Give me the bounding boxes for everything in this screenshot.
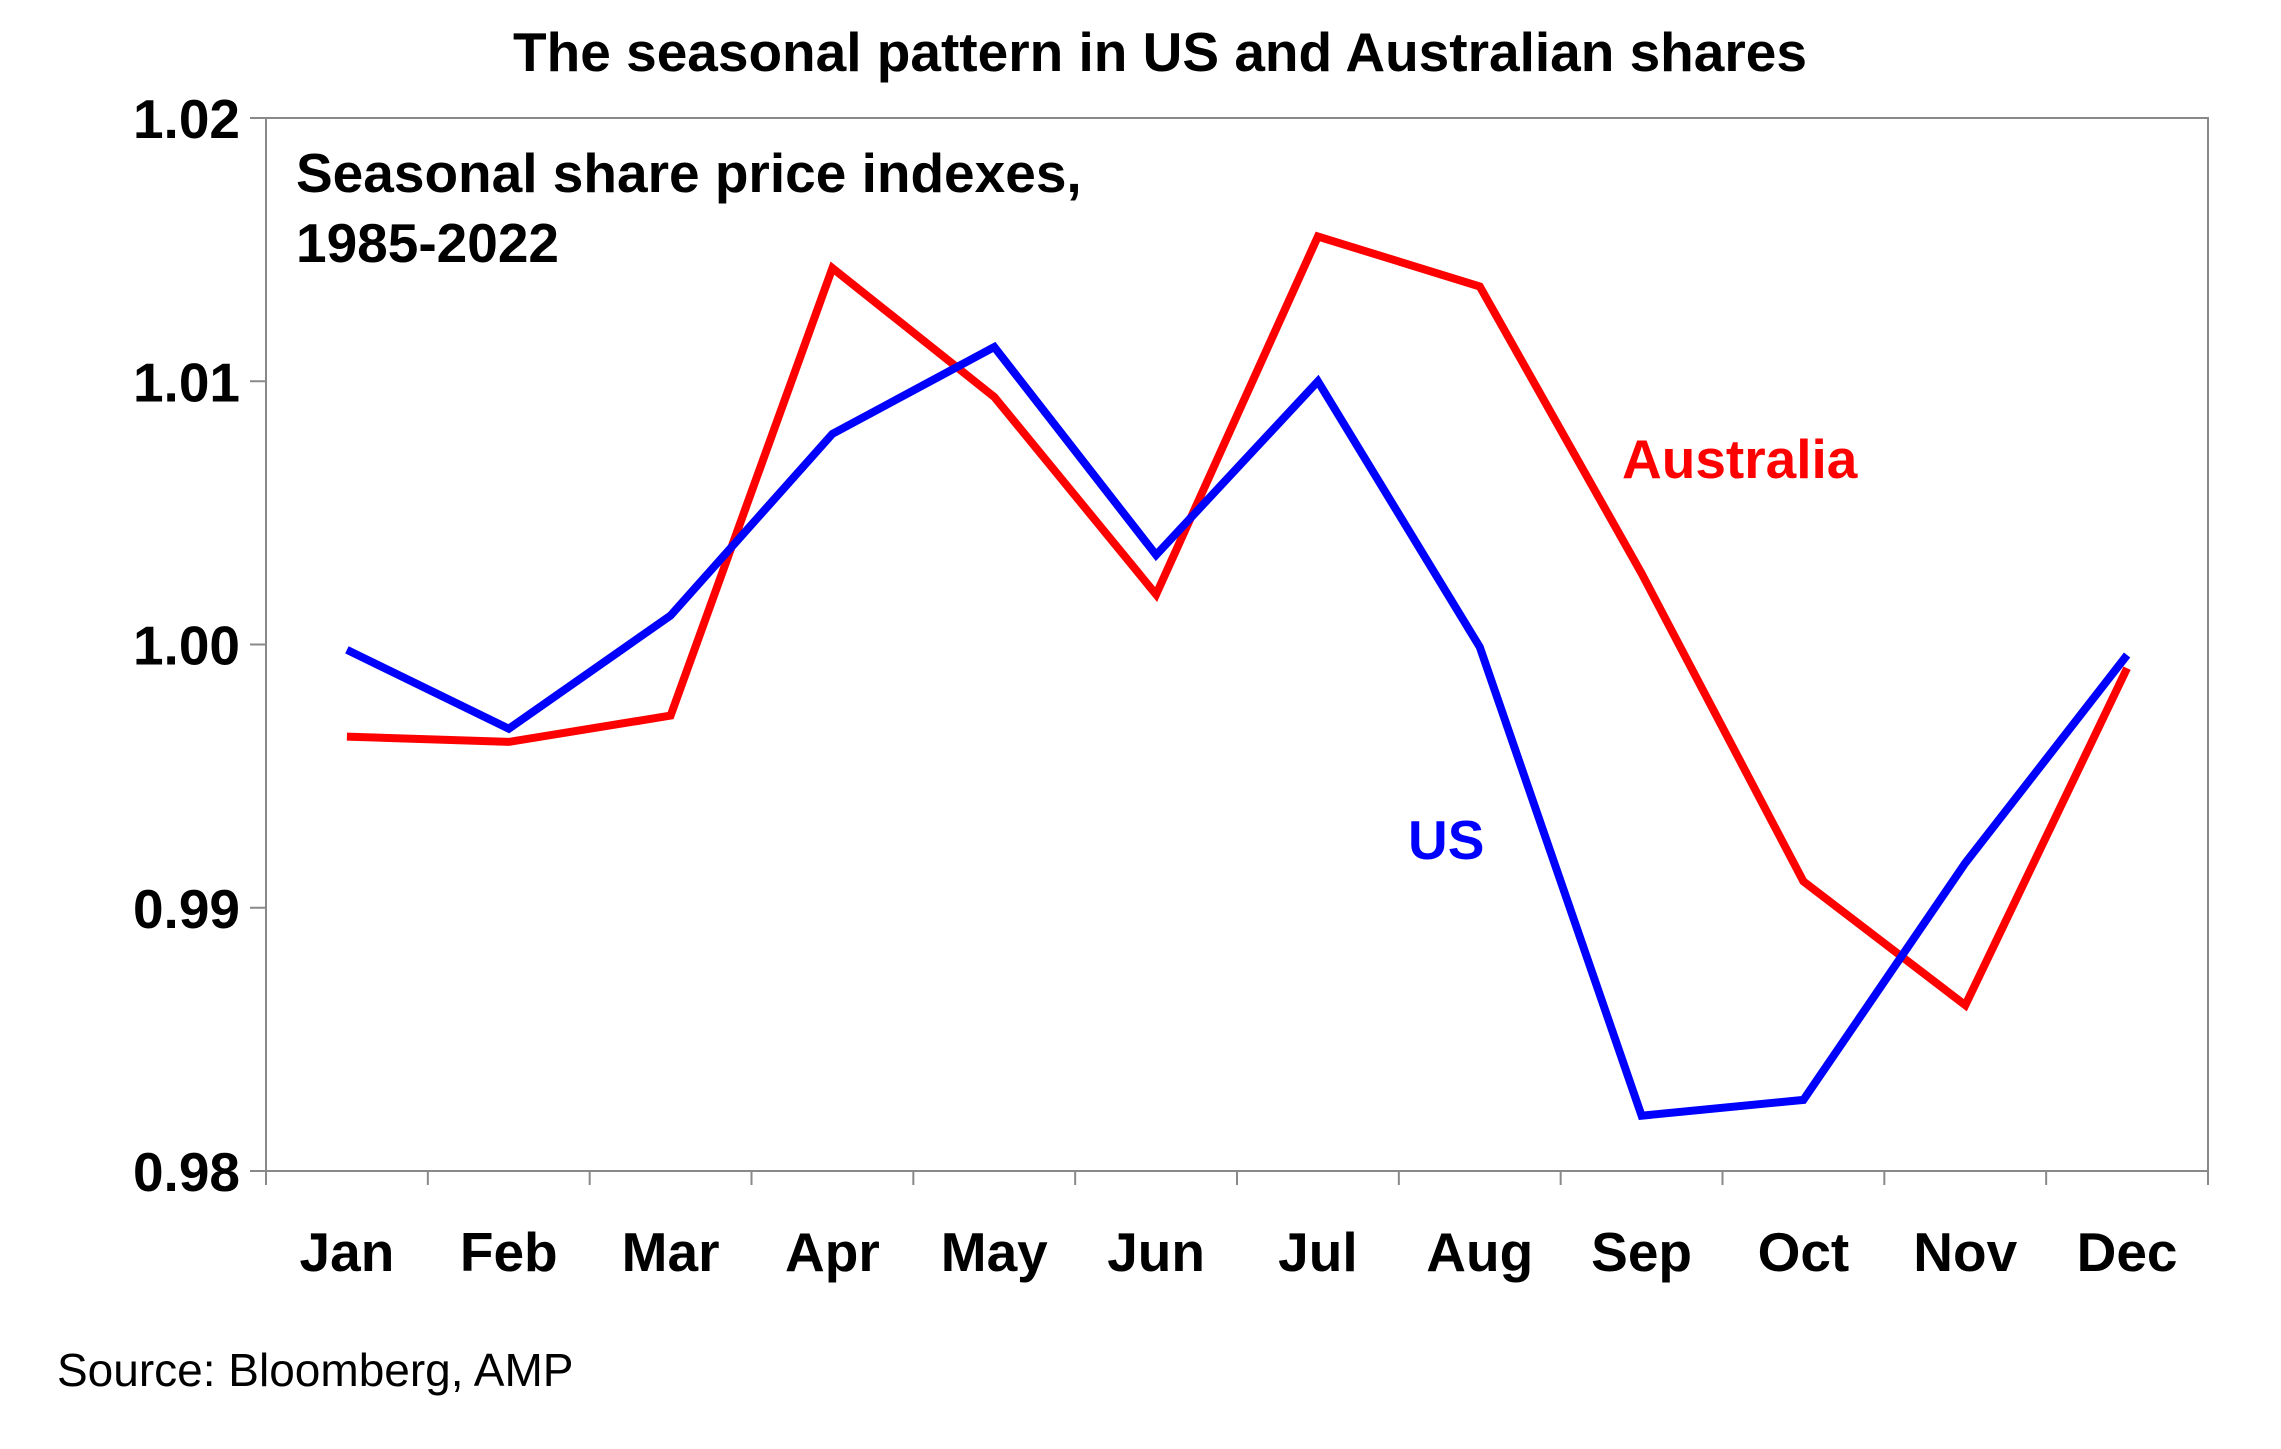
y-tick-label: 0.99 [133, 878, 240, 940]
y-tick-label: 1.02 [133, 88, 240, 150]
chart-subtitle-line-1: Seasonal share price indexes, [296, 142, 1082, 204]
series-label-us: US [1408, 809, 1484, 871]
y-tick-label: 0.98 [133, 1141, 240, 1203]
chart-title: The seasonal pattern in US and Australia… [513, 21, 1807, 83]
x-tick-label: Oct [1758, 1221, 1850, 1283]
series-line-us [345, 341, 2131, 1120]
x-tick-label: Jun [1107, 1221, 1205, 1283]
x-tick-label: May [941, 1221, 1048, 1283]
x-tick-label: Jul [1278, 1221, 1357, 1283]
x-tick-label: Dec [2077, 1221, 2178, 1283]
x-tick-label: Sep [1591, 1221, 1692, 1283]
x-tick-label: Feb [460, 1221, 558, 1283]
chart-subtitle-line-2: 1985-2022 [296, 212, 559, 274]
x-tick-label: Nov [1913, 1221, 2017, 1283]
series-line-australia [346, 231, 2131, 1012]
x-axis: Jan Feb Mar Apr May Jun Jul Aug Sep Oct Nov Dec [265, 1171, 2209, 1283]
series-label-australia: Australia [1622, 428, 1858, 490]
source-note: Source: Bloomberg, AMP [57, 1344, 573, 1396]
x-tick-label: Apr [785, 1221, 880, 1283]
y-axis: 0.98 0.99 1.00 1.01 1.02 [133, 88, 266, 1203]
x-tick-label: Aug [1426, 1221, 1533, 1283]
series-lines [345, 231, 2131, 1120]
x-tick-label: Mar [622, 1221, 720, 1283]
x-tick-label: Jan [300, 1221, 395, 1283]
y-tick-label: 1.00 [133, 615, 240, 677]
y-tick-label: 1.01 [133, 351, 240, 413]
